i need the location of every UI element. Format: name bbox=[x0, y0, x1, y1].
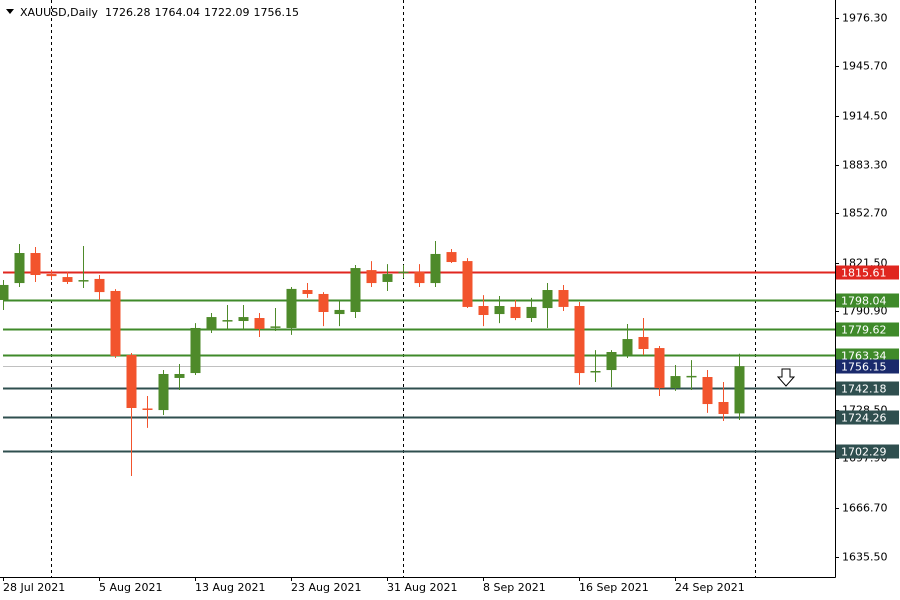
level-box bbox=[836, 381, 899, 396]
candle-body bbox=[238, 317, 249, 322]
candle-body bbox=[270, 326, 281, 328]
candle-body bbox=[542, 290, 553, 309]
candle-body bbox=[110, 290, 121, 356]
level-label: 1724.26 bbox=[841, 412, 887, 425]
level-box bbox=[836, 322, 899, 337]
candle-body bbox=[510, 306, 521, 319]
x-tick-label: 16 Sep 2021 bbox=[579, 581, 649, 594]
candle-body bbox=[718, 401, 729, 415]
candle-body bbox=[350, 268, 361, 313]
candle-body bbox=[606, 352, 617, 371]
candle-body bbox=[414, 271, 425, 284]
candles bbox=[0, 240, 745, 477]
candle-body bbox=[702, 377, 713, 405]
y-tick-label: 1945.70 bbox=[842, 60, 888, 73]
x-tick-label: 31 Aug 2021 bbox=[387, 581, 457, 594]
candle-body bbox=[638, 336, 649, 350]
candle-body bbox=[654, 348, 665, 389]
candle-body bbox=[158, 373, 169, 411]
header-high: 1764.04 bbox=[154, 6, 200, 19]
level-box bbox=[836, 293, 899, 308]
level-box bbox=[836, 359, 899, 374]
header: XAUUSD,Daily 1726.28 1764.04 1722.09 1756.15 bbox=[6, 6, 299, 19]
candle-body bbox=[334, 309, 345, 315]
header-triangle bbox=[6, 9, 14, 14]
level-box bbox=[836, 444, 899, 459]
y-tick-label: 1883.30 bbox=[842, 159, 888, 172]
candle-body bbox=[78, 280, 89, 282]
level-label: 1742.18 bbox=[841, 383, 887, 396]
candle-body bbox=[286, 288, 297, 328]
candle-body bbox=[206, 317, 217, 331]
candle-body bbox=[254, 318, 265, 329]
candle-body bbox=[14, 253, 25, 284]
candle-body bbox=[558, 290, 569, 307]
y-tick-label: 1914.50 bbox=[842, 110, 888, 123]
level-label: 1779.62 bbox=[841, 324, 887, 337]
candle-body bbox=[622, 339, 633, 356]
candle-body bbox=[446, 252, 457, 263]
level-label: 1815.61 bbox=[841, 267, 887, 280]
level-box bbox=[836, 348, 899, 363]
candle-body bbox=[686, 375, 697, 378]
axis-labels: 1976.301945.701914.501883.301852.701821.… bbox=[3, 12, 888, 594]
candle-body bbox=[0, 284, 9, 300]
candle-body bbox=[126, 355, 137, 408]
symbol: XAUUSD,Daily bbox=[20, 6, 98, 19]
candle-body bbox=[62, 277, 73, 282]
header-text: XAUUSD,Daily 1726.28 1764.04 1722.09 1756.15 bbox=[20, 6, 299, 19]
x-tick-label: 8 Sep 2021 bbox=[483, 581, 546, 594]
sell-arrow bbox=[776, 368, 796, 387]
candle-body bbox=[670, 376, 681, 389]
level-label: 1763.34 bbox=[841, 350, 887, 363]
x-tick-label: 23 Aug 2021 bbox=[291, 581, 361, 594]
x-tick-label: 5 Aug 2021 bbox=[99, 581, 162, 594]
candle-body bbox=[494, 305, 505, 315]
y-tick-label: 1790.90 bbox=[842, 305, 888, 318]
level-label: 1756.15 bbox=[841, 361, 887, 374]
candle-body bbox=[318, 293, 329, 313]
x-tick-label: 24 Sep 2021 bbox=[675, 581, 745, 594]
y-tick-label: 1635.50 bbox=[842, 551, 888, 564]
candle-body bbox=[46, 274, 57, 277]
y-tick-label: 1852.70 bbox=[842, 207, 888, 220]
header-open: 1726.28 bbox=[105, 6, 151, 19]
level-label: 1798.04 bbox=[841, 295, 887, 308]
candle-body bbox=[366, 270, 377, 284]
candle-body bbox=[190, 327, 201, 374]
y-tick-label: 1976.30 bbox=[842, 12, 888, 25]
level-box bbox=[836, 265, 899, 280]
level-box bbox=[836, 410, 899, 425]
levels bbox=[3, 271, 835, 453]
candle-body bbox=[382, 274, 393, 282]
header-low: 1722.09 bbox=[204, 6, 250, 19]
level-label: 1702.29 bbox=[841, 446, 887, 459]
candle-body bbox=[574, 305, 585, 374]
candle-body bbox=[430, 253, 441, 284]
candle-body bbox=[398, 271, 409, 274]
y-tick-label: 1666.70 bbox=[842, 502, 888, 515]
candle-body bbox=[302, 290, 313, 294]
header-close: 1756.15 bbox=[253, 6, 299, 19]
candle-body bbox=[734, 366, 745, 414]
vertical-grid bbox=[51, 0, 756, 577]
x-tick-label: 13 Aug 2021 bbox=[195, 581, 265, 594]
candle-body bbox=[590, 370, 601, 373]
candle-body bbox=[142, 408, 153, 410]
candle-body bbox=[30, 253, 41, 275]
candle-body bbox=[478, 305, 489, 316]
candle-body bbox=[222, 320, 233, 322]
candle-body bbox=[94, 278, 105, 293]
candle-body bbox=[174, 373, 185, 378]
candle-body bbox=[462, 261, 473, 307]
x-tick-label: 28 Jul 2021 bbox=[3, 581, 65, 594]
candle-body bbox=[526, 306, 537, 319]
